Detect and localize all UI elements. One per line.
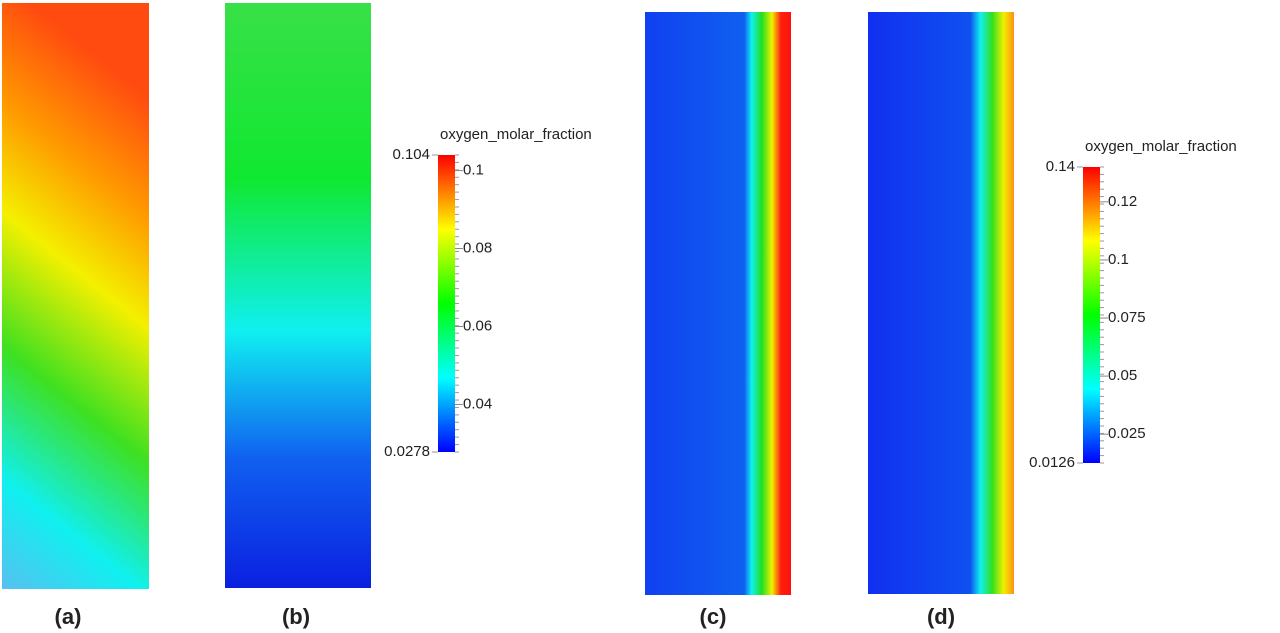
- field-image: [2, 3, 149, 589]
- range-label: 0.14: [1046, 158, 1075, 175]
- tick-label: 0.12: [1108, 193, 1137, 210]
- panel-label: (a): [55, 604, 82, 629]
- tick-label: 0.06: [463, 317, 492, 334]
- panel-label: (b): [282, 604, 310, 629]
- tick-label: 0.1: [1108, 251, 1129, 268]
- tick-label: 0.05: [1108, 367, 1137, 384]
- colorbar-title: oxygen_molar_fraction: [440, 126, 592, 143]
- range-label: 0.0278: [384, 443, 430, 460]
- tick-label: 0.075: [1108, 309, 1146, 326]
- colorbar-title: oxygen_molar_fraction: [1085, 138, 1237, 155]
- tick-label: 0.025: [1108, 425, 1146, 442]
- panel-label: (c): [700, 604, 727, 629]
- field-image: [645, 12, 791, 595]
- range-label: 0.0126: [1029, 454, 1075, 471]
- range-label: 0.104: [392, 146, 430, 163]
- colorbar: [1083, 167, 1100, 463]
- field-image: [868, 12, 1014, 594]
- tick-label: 0.08: [463, 240, 492, 257]
- panel-label: (d): [927, 604, 955, 629]
- field-image: [225, 3, 371, 588]
- tick-label: 0.1: [463, 162, 484, 179]
- colorbar: [438, 155, 455, 452]
- tick-label: 0.04: [463, 395, 492, 412]
